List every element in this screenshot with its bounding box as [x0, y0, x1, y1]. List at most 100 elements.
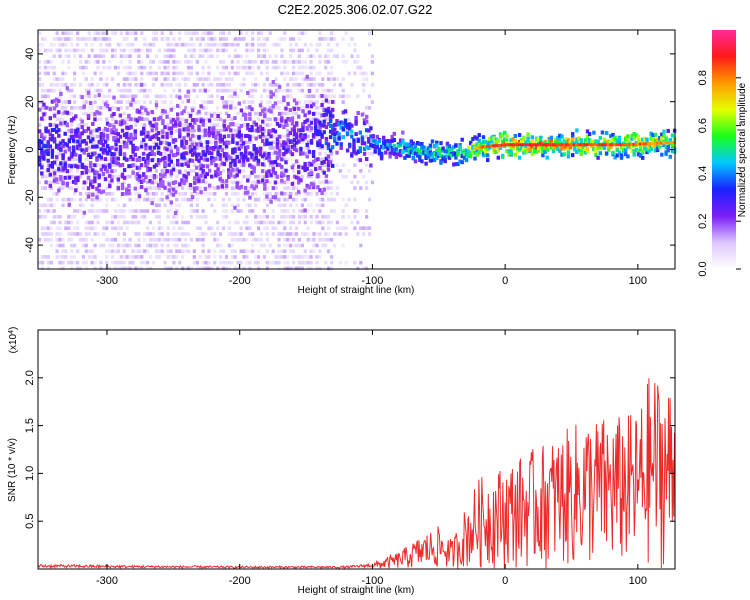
spectrogram-noise-cell — [280, 255, 284, 259]
spectrogram-signal-cell — [127, 164, 131, 169]
spectrogram-core-cell — [520, 143, 523, 147]
spectrogram-noise-cell — [143, 37, 147, 41]
spectrogram-signal-cell — [258, 134, 263, 139]
spectrogram-signal-cell — [214, 144, 218, 149]
spectrogram-signal-cell — [193, 189, 197, 194]
spectrogram-noise-cell — [73, 48, 77, 53]
spectrogram-noise-cell — [172, 220, 176, 225]
spectrogram-signal-cell — [551, 149, 556, 154]
spectrogram-noise-cell — [181, 100, 185, 104]
spectrogram-noise-cell — [143, 209, 147, 213]
spectrogram-signal-cell — [180, 155, 184, 160]
spectrogram-noise-cell — [58, 215, 62, 219]
spectrogram-noise-cell — [137, 180, 141, 185]
spectrogram-noise-cell — [128, 243, 132, 248]
spectrogram-noise-cell — [146, 209, 150, 213]
spectrogram-noise-cell — [236, 192, 240, 196]
spectrogram-signal-cell — [373, 149, 377, 154]
spectrogram-signal-cell — [316, 132, 320, 137]
spectrogram-signal-cell — [112, 112, 116, 116]
spectrogram-noise-cell — [219, 71, 223, 76]
spectrogram-noise-cell — [321, 77, 325, 81]
spectrogram-signal-cell — [445, 145, 450, 150]
spectrogram-noise-cell — [289, 54, 293, 58]
spectrogram-noise-cell — [219, 83, 223, 87]
spectrogram-noise-cell — [207, 111, 211, 116]
spectrogram-noise-cell — [327, 186, 331, 190]
spectrogram-noise-cell — [122, 94, 126, 99]
spectrogram-signal-cell — [227, 154, 231, 159]
spectrogram-noise-cell — [137, 220, 141, 225]
spectrogram-noise-cell — [160, 197, 164, 202]
spectrogram-noise-cell — [154, 249, 158, 253]
spectrogram-signal-cell — [231, 122, 235, 126]
spectrogram-noise-cell — [166, 266, 170, 271]
spectrogram-noise-cell — [116, 88, 120, 93]
spectrogram-noise-cell — [195, 77, 199, 81]
spectrogram-signal-cell — [307, 110, 312, 115]
spectrogram-signal-cell — [82, 104, 86, 109]
spectrogram-noise-cell — [186, 197, 191, 202]
spectrogram-noise-cell — [143, 117, 147, 122]
spectrogram-noise-cell — [254, 163, 258, 167]
spectrogram-noise-cell — [233, 186, 237, 190]
spectrogram-noise-cell — [257, 215, 261, 219]
spectrogram-noise-cell — [61, 255, 65, 259]
spectrogram-signal-cell — [184, 178, 188, 183]
spectrogram-noise-cell — [201, 232, 205, 236]
spectrogram-noise-cell — [43, 237, 47, 242]
spectrogram-signal-cell — [352, 149, 356, 154]
spectrogram-signal-cell — [218, 153, 222, 158]
spectrogram-noise-cell — [204, 215, 208, 219]
spectrogram-signal-cell — [171, 181, 176, 185]
spectrogram-noise-cell — [248, 209, 252, 213]
snr-xtick-label: 100 — [629, 575, 647, 587]
spectrogram-signal-cell — [280, 118, 284, 123]
spectrogram-signal-cell — [108, 146, 112, 151]
spectrogram-signal-cell — [50, 148, 55, 153]
spectrogram-signal-cell — [193, 145, 197, 150]
spectrogram-signal-cell — [292, 146, 297, 151]
spectrogram-noise-cell — [330, 260, 334, 265]
spectrogram-noise-cell — [154, 203, 158, 208]
spectrogram-noise-cell — [128, 220, 132, 225]
spectrogram-noise-cell — [146, 180, 150, 185]
spectrogram-noise-cell — [52, 37, 56, 41]
spectrogram-noise-cell — [125, 100, 129, 104]
spectrogram-noise-cell — [49, 186, 53, 190]
spectrogram-signal-cell — [258, 146, 263, 151]
spectrogram-noise-cell — [140, 249, 144, 253]
spectrogram-noise-cell — [78, 203, 83, 208]
snr-ytick-label: 0.5 — [24, 514, 36, 529]
spectrogram-signal-cell — [105, 133, 110, 138]
spectrogram-core-cell — [511, 143, 515, 147]
spectrogram-signal-cell — [486, 140, 490, 145]
spectrogram-core-cell — [664, 141, 668, 145]
spectrogram-signal-cell — [235, 173, 239, 178]
spectrogram-signal-cell — [46, 152, 50, 157]
spectrogram-noise-cell — [365, 226, 369, 230]
spectrogram-signal-cell — [328, 110, 333, 115]
spectrogram-noise-cell — [137, 209, 141, 213]
spectrogram-noise-cell — [297, 209, 301, 213]
spectrogram-noise-cell — [70, 123, 74, 127]
spectrogram-noise-cell — [87, 157, 91, 162]
spectrogram-signal-cell — [379, 151, 384, 156]
spectrogram-noise-cell — [134, 243, 138, 248]
spectrogram-signal-cell — [634, 133, 639, 138]
spectrogram-noise-cell — [315, 71, 319, 76]
spectrogram-noise-cell — [131, 48, 135, 53]
spectrogram-signal-cell — [322, 160, 326, 164]
spectrogram-noise-cell — [76, 220, 80, 225]
spectrogram-signal-cell — [231, 167, 235, 172]
spectrogram-signal-cell — [452, 145, 456, 150]
spectrogram-noise-cell — [330, 192, 334, 196]
spectrogram-noise-cell — [137, 237, 141, 242]
spectrogram-signal-cell — [307, 124, 312, 129]
spectrogram-noise-cell — [257, 54, 261, 58]
spectrogram-noise-cell — [230, 60, 234, 64]
spectrogram-noise-cell — [265, 134, 269, 139]
spectrogram-signal-cell — [297, 164, 301, 169]
spectrogram-signal-cell — [571, 137, 575, 142]
spectrogram-noise-cell — [236, 94, 240, 99]
